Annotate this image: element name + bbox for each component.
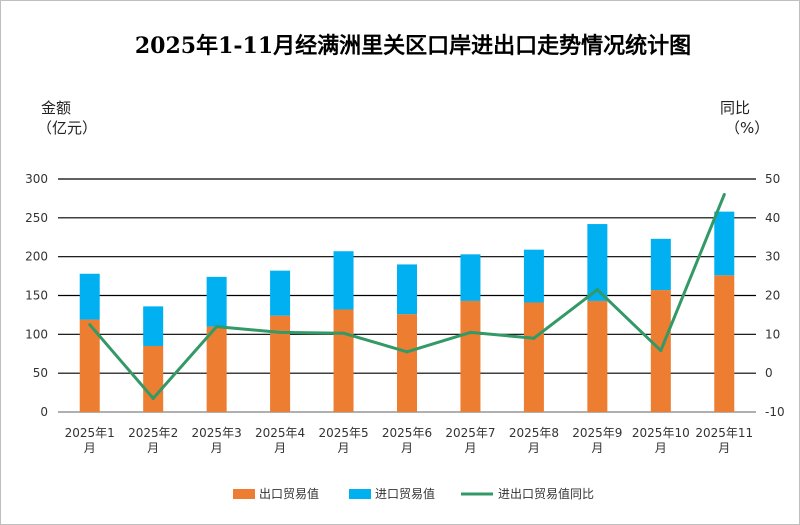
x-tick-label: 2025年5 月: [318, 426, 368, 455]
yoy-point: [88, 323, 92, 327]
right-axis-ticks: -10 0 10 20 30 40 50: [765, 172, 785, 419]
bar: [650, 238, 671, 291]
bar: [397, 264, 417, 315]
yoy-point: [468, 330, 472, 334]
bar: [206, 276, 227, 327]
legend-swatch-import: [349, 489, 371, 499]
yoy-point: [722, 193, 726, 197]
yoy-point: [151, 396, 155, 400]
yoy-point: [405, 350, 409, 354]
bar: [333, 309, 354, 412]
bar: [206, 326, 227, 412]
bar: [714, 275, 735, 412]
x-tick-label: 2025年10 月: [632, 426, 690, 455]
right-tick-label: 50: [765, 172, 780, 186]
left-tick-label: 50: [33, 366, 48, 380]
x-tick-label: 2025年6 月: [382, 426, 432, 455]
right-tick-label: -10: [765, 405, 785, 419]
legend: 出口贸易值 进口贸易值 进出口贸易值同比: [233, 486, 594, 501]
x-tick-label: 2025年4 月: [255, 426, 305, 455]
yoy-point: [532, 336, 536, 340]
x-tick-label: 2025年8 月: [509, 426, 559, 455]
bar: [143, 306, 164, 346]
left-axis-title-line2: （亿元）: [37, 119, 97, 137]
yoy-point: [342, 331, 346, 335]
bar: [523, 249, 544, 303]
right-tick-label: 40: [765, 211, 780, 225]
x-tick-label: 2025年7 月: [445, 426, 495, 455]
right-tick-label: 30: [765, 250, 780, 264]
left-tick-label: 100: [25, 327, 48, 341]
x-tick-label: 2025年11 月: [695, 426, 753, 455]
bar: [397, 314, 417, 412]
legend-label-yoy: 进出口贸易值同比: [498, 486, 594, 501]
left-tick-label: 300: [25, 172, 48, 186]
left-axis-ticks: 0 50 100 150 200 250 300: [25, 172, 48, 419]
yoy-point: [659, 349, 663, 353]
left-tick-label: 250: [25, 211, 48, 225]
x-tick-label: 2025年9 月: [572, 426, 622, 455]
left-tick-label: 150: [25, 289, 48, 303]
bar: [333, 251, 354, 310]
left-tick-label: 200: [25, 250, 48, 264]
bar: [714, 211, 735, 276]
bar: [79, 319, 100, 412]
bar: [143, 345, 164, 412]
x-axis-ticks: 2025年1 月 2025年2 月 2025年3 月 2025年4 月 2025年5 月 2025年…: [65, 426, 754, 455]
right-axis-title-line2: （%）: [725, 119, 769, 137]
chart-title: 2025年1-11月经满洲里关区口岸进出口走势情况统计图: [135, 33, 691, 59]
right-tick-label: 0: [765, 366, 773, 380]
bar: [523, 302, 544, 412]
yoy-point: [278, 330, 282, 334]
bar: [460, 300, 481, 412]
bar: [587, 224, 608, 301]
left-axis-title-line1: 金额: [41, 99, 71, 117]
x-tick-label: 2025年3 月: [192, 426, 242, 455]
yoy-point: [595, 288, 599, 292]
bar: [270, 270, 291, 316]
left-tick-label: 0: [40, 405, 48, 419]
bar-series: [79, 211, 735, 412]
legend-label-import: 进口贸易值: [375, 486, 435, 501]
right-tick-label: 20: [765, 289, 780, 303]
yoy-point: [215, 325, 219, 329]
bar: [460, 254, 481, 301]
x-tick-label: 2025年2 月: [128, 426, 178, 455]
right-axis-title-line1: 同比: [720, 99, 750, 117]
bar: [270, 315, 291, 412]
right-tick-label: 10: [765, 327, 780, 341]
bar: [79, 273, 100, 320]
yoy-line-series: [88, 193, 726, 400]
x-tick-label: 2025年1 月: [65, 426, 115, 455]
legend-label-export: 出口贸易值: [259, 486, 319, 501]
legend-swatch-export: [233, 489, 255, 499]
bar: [587, 300, 608, 412]
